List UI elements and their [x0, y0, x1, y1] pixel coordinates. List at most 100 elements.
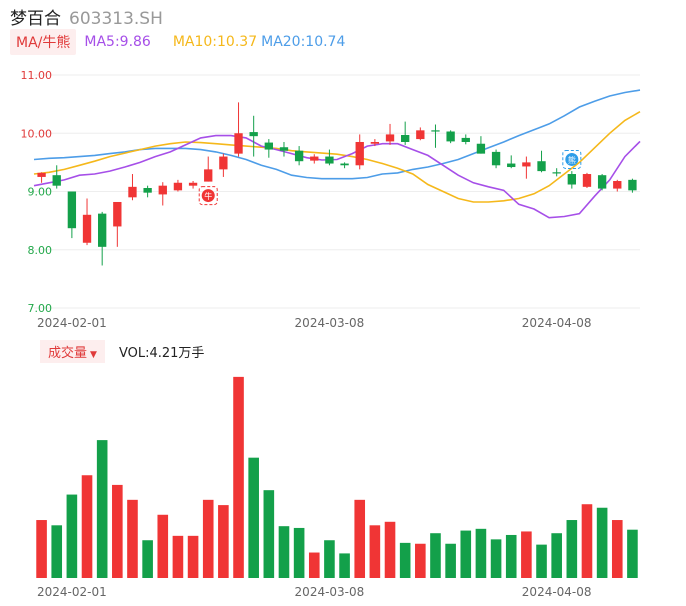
volume-tag-label: 成交量: [48, 345, 88, 361]
marker-dot: [565, 152, 579, 166]
candle: [294, 146, 304, 166]
marker-label: 牛: [204, 191, 212, 201]
volume-bar: [112, 484, 123, 578]
ma5-line: [33, 134, 641, 219]
candle-body: [264, 142, 273, 150]
volume-bar: [581, 504, 593, 578]
candle-body: [234, 133, 243, 154]
candle: [552, 168, 561, 177]
candle-body: [98, 213, 107, 247]
candle: [491, 149, 501, 169]
volume-bar: [339, 553, 350, 578]
volume-bar: [521, 531, 532, 578]
candle: [158, 182, 167, 206]
volume-bar: [324, 540, 335, 578]
volume-bar: [263, 490, 275, 578]
volume-selector-tag[interactable]: 成交量 ▼: [40, 339, 105, 363]
candle-body: [143, 188, 152, 193]
candle-body: [416, 130, 425, 140]
candle-body: [219, 156, 228, 170]
candle: [476, 136, 486, 154]
x-tick-label: 2024-04-08: [522, 585, 592, 599]
candle: [385, 123, 395, 145]
candle: [582, 172, 592, 189]
volume-bar: [551, 533, 562, 578]
candle-body: [82, 214, 92, 243]
candle-body: [113, 201, 122, 227]
candle: [522, 156, 531, 179]
candle: [597, 174, 607, 191]
volume-value: VOL:4.21万手: [118, 345, 205, 361]
marker-frame: [562, 149, 582, 169]
candle: [537, 150, 546, 173]
volume-bar: [202, 499, 214, 578]
candle: [310, 154, 319, 164]
candle-body: [158, 185, 167, 195]
volume-bar: [460, 530, 472, 578]
bull-marker-icon: 牛: [198, 186, 218, 206]
y-tick-label: 9.00: [28, 186, 53, 199]
volume-bar: [278, 526, 290, 578]
ma-indicator-row: MA/牛熊 MA5:9.86 MA10:10.37 MA20:10.74: [10, 29, 345, 55]
candle: [461, 134, 470, 145]
ma20-line: [33, 89, 641, 180]
candle-body: [67, 191, 77, 229]
candle: [401, 121, 410, 145]
volume-bar: [445, 543, 456, 578]
volume-bar: [627, 529, 638, 578]
volume-bar: [536, 544, 547, 578]
candle-body: [552, 172, 561, 174]
candle-body: [279, 147, 289, 151]
volume-bar: [51, 525, 63, 578]
candle-body: [325, 156, 334, 164]
volume-bar: [415, 543, 426, 578]
marker-frame: [198, 186, 218, 206]
volume-chart[interactable]: 2024-02-01 2024-03-08 2024-04-08: [0, 364, 686, 606]
candle: [613, 179, 622, 192]
volume-bar: [475, 528, 487, 578]
candle-body: [582, 174, 592, 187]
marker-label: 熊: [568, 155, 576, 165]
candle-body: [613, 181, 622, 189]
candle: [325, 149, 334, 166]
y-tick-label: 7.00: [28, 302, 53, 315]
candle-body: [537, 161, 546, 172]
x-tick-label: 2024-04-08: [522, 316, 592, 330]
candle: [128, 174, 137, 201]
candle-body: [310, 156, 319, 161]
candle-body: [340, 163, 349, 166]
volume-bar: [490, 539, 502, 578]
candle-body: [628, 179, 637, 191]
x-tick-label: 2024-03-08: [295, 316, 365, 330]
volume-bar: [399, 542, 411, 578]
candle-body: [370, 141, 380, 144]
candle-body: [173, 182, 183, 191]
candle-body: [507, 163, 516, 168]
candle: [204, 156, 213, 182]
volume-bar: [233, 376, 244, 578]
volume-bar: [127, 499, 138, 578]
volume-bar: [293, 527, 305, 578]
candle-body: [294, 150, 304, 162]
candle-body: [401, 134, 410, 142]
volume-bar: [187, 535, 199, 578]
candle-body: [476, 143, 486, 154]
x-tick-label: 2024-02-01: [37, 585, 107, 599]
x-tick-label: 2024-03-08: [295, 585, 365, 599]
candle-body: [204, 169, 213, 182]
candlestick-chart[interactable]: 11.00 10.00 9.00 8.00 7.00 牛 熊 2024-02-01 2024-0…: [0, 60, 686, 330]
ma-selector-tag[interactable]: MA/牛熊: [10, 29, 77, 55]
candle: [431, 124, 440, 148]
volume-bar: [66, 494, 78, 578]
candle: [219, 153, 228, 177]
candle: [370, 139, 380, 147]
candle: [249, 115, 258, 157]
y-tick-label: 11.00: [21, 69, 53, 82]
volume-indicator-row: 成交量 ▼ VOL:4.21万手: [40, 339, 205, 363]
candle-body: [188, 182, 198, 186]
x-tick-label: 2024-02-01: [37, 316, 107, 330]
volume-bar: [36, 520, 47, 578]
candle: [113, 201, 122, 247]
candle: [507, 155, 516, 169]
candle: [567, 171, 576, 189]
